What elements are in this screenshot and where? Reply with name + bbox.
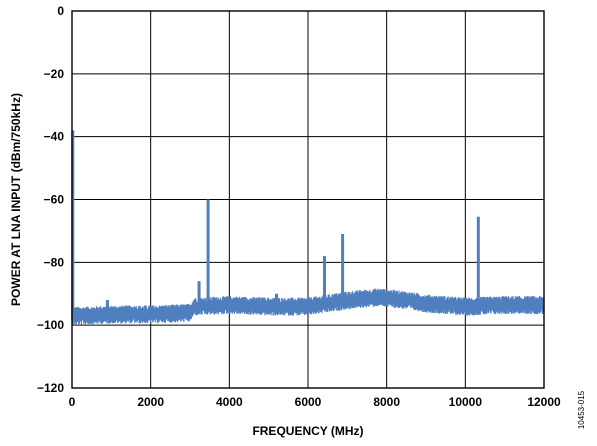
x-tick-label: 10000 xyxy=(449,395,483,409)
x-tick-label: 4000 xyxy=(216,395,243,409)
y-tick-labels: 0 −20 −40 −60 −80 −100 −120 xyxy=(37,4,64,395)
x-axis-title: FREQUENCY (MHz) xyxy=(252,424,363,438)
plot-frame xyxy=(71,10,545,389)
x-tick-label: 2000 xyxy=(137,395,164,409)
y-tick-label: 0 xyxy=(57,4,64,18)
series-group xyxy=(71,130,545,326)
y-tick-label: −120 xyxy=(37,381,64,395)
y-tick-label: −60 xyxy=(44,193,65,207)
x-tick-label: 12000 xyxy=(527,395,561,409)
x-tick-label: 6000 xyxy=(295,395,322,409)
y-tick-label: −20 xyxy=(44,67,65,81)
figure-id: 10453-015 xyxy=(577,390,586,429)
x-tick-label: 8000 xyxy=(373,395,400,409)
y-tick-label: −80 xyxy=(44,255,65,269)
x-tick-label: 0 xyxy=(69,395,76,409)
grid xyxy=(71,10,545,389)
x-tick-labels: 0 2000 4000 6000 8000 10000 12000 xyxy=(69,395,561,409)
y-tick-label: −100 xyxy=(37,318,64,332)
y-tick-label: −40 xyxy=(44,130,65,144)
noise-floor-trace xyxy=(71,288,545,326)
y-axis-title: POWER AT LNA INPUT (dBm/750kHz) xyxy=(9,93,23,306)
